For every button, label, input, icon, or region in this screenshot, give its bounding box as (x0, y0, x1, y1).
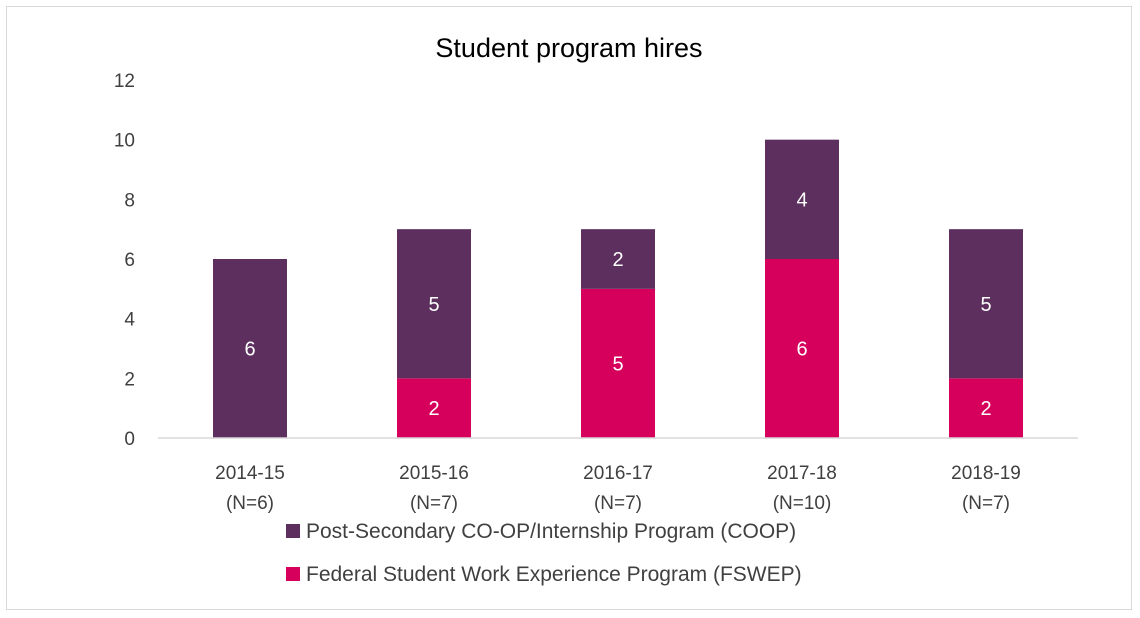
bar-segment (397, 378, 471, 438)
x-tick-label: (N=7) (962, 493, 1010, 514)
y-tick-label: 8 (124, 190, 135, 211)
data-label: 5 (980, 294, 991, 316)
x-tick-label: 2017-18 (767, 463, 837, 484)
x-tick-label: 2016-17 (583, 463, 653, 484)
data-label: 5 (612, 353, 623, 375)
chart-title: Student program hires (435, 33, 702, 63)
bar-segment (949, 378, 1023, 438)
x-tick-label: (N=6) (226, 493, 274, 514)
x-tick-label: (N=7) (594, 493, 642, 514)
bar-segment (397, 229, 471, 379)
data-label: 6 (796, 339, 807, 361)
data-label: 2 (980, 398, 991, 420)
bar-segment (581, 229, 655, 289)
bar-segment (213, 259, 287, 438)
x-axis: 2014-15 (N=6) 2015-16 (N=7) 2016-17 (N=7) 2017… (215, 463, 1021, 514)
legend: Post-Secondary CO-OP/Internship Program … (286, 520, 802, 586)
legend-label: Federal Student Work Experience Program … (306, 563, 802, 586)
y-tick-label: 10 (114, 131, 135, 152)
x-tick-label: 2018-19 (951, 463, 1021, 484)
y-tick-label: 12 (114, 71, 135, 92)
data-label: 5 (428, 294, 439, 316)
data-label: 2 (612, 249, 623, 271)
legend-swatch (286, 524, 300, 538)
chart-frame (6, 6, 1132, 610)
x-tick-label: 2015-16 (399, 463, 469, 484)
x-tick-label: (N=10) (773, 493, 832, 514)
bar-segment (765, 139, 839, 259)
bar-segment (949, 229, 1023, 379)
y-tick-label: 2 (124, 369, 135, 390)
y-axis: 0 2 4 6 8 10 12 (114, 71, 136, 450)
data-label: 4 (796, 189, 807, 211)
data-label: 6 (244, 339, 255, 361)
y-tick-label: 4 (124, 310, 135, 331)
x-tick-label: (N=7) (410, 493, 458, 514)
bar-segment (581, 288, 655, 438)
legend-swatch (286, 567, 300, 581)
bar-segment (765, 259, 839, 438)
data-label: 2 (428, 398, 439, 420)
y-tick-label: 6 (124, 250, 135, 271)
bars: 6 2 5 5 2 6 4 2 5 (213, 139, 1023, 438)
legend-label: Post-Secondary CO-OP/Internship Program … (306, 520, 796, 543)
x-tick-label: 2014-15 (215, 463, 285, 484)
y-tick-label: 0 (124, 429, 135, 450)
